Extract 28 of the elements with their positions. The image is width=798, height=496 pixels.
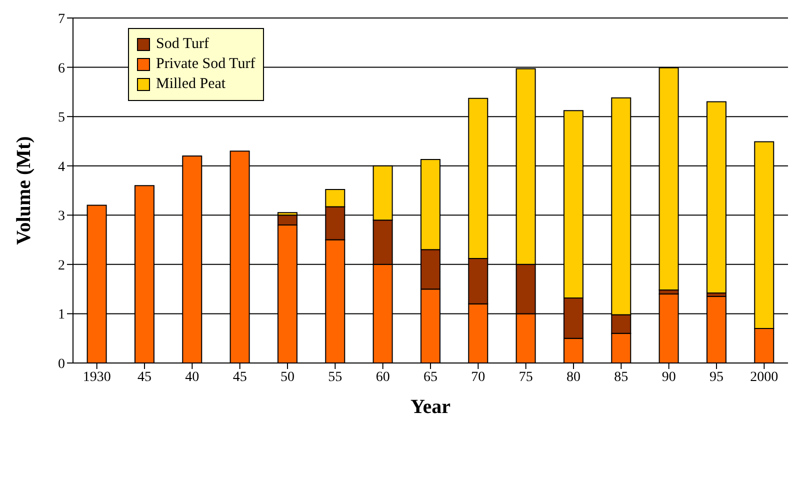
x-tick-label: 50 — [280, 370, 294, 385]
x-tick-label: 1930 — [82, 370, 111, 385]
x-tick-label: 95 — [710, 370, 724, 385]
legend-label: Milled Peat — [156, 76, 226, 93]
x-tick-label: 70 — [471, 370, 486, 385]
y-tick-label: 2 — [58, 258, 65, 274]
x-tick-label: 90 — [662, 370, 676, 385]
y-tick-label: 3 — [58, 209, 65, 224]
x-axis-title: Year — [410, 396, 451, 418]
y-tick-label: 5 — [58, 110, 65, 126]
x-tick-label: 45 — [138, 370, 152, 385]
y-tick-label: 0 — [58, 356, 65, 372]
x-tick-label: 80 — [566, 370, 580, 385]
x-tick-label: 2000 — [750, 370, 778, 385]
x-tick-label: 40 — [185, 370, 200, 385]
x-tick-label: 85 — [614, 370, 628, 385]
y-tick-label: 7 — [58, 12, 65, 27]
legend-label: Private Sod Turf — [156, 56, 256, 73]
x-tick-label: 60 — [376, 370, 390, 385]
y-axis-title: Volume (Mt) — [13, 136, 36, 245]
legend-label: Sod Turf — [156, 36, 209, 53]
y-tick-label: 4 — [58, 160, 65, 175]
y-tick-label: 6 — [58, 61, 65, 76]
x-tick-label: 45 — [232, 370, 247, 385]
y-tick-label: 1 — [58, 308, 65, 323]
x-tick-label: 75 — [518, 370, 533, 385]
x-tick-label: 65 — [424, 370, 438, 385]
x-tick-label: 55 — [328, 370, 342, 385]
